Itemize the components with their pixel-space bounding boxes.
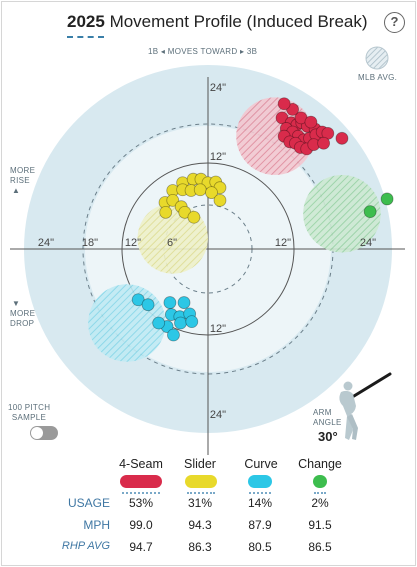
legend-swatch-change[interactable] <box>313 475 327 488</box>
direction-label: 1B ◂ MOVES TOWARD ▸ 3B <box>148 47 257 56</box>
toggle-knob[interactable] <box>31 427 43 439</box>
ring-tick-label: 12" <box>275 237 291 249</box>
down-arrow-icon: ▼ <box>12 299 21 308</box>
pitch-point-curve[interactable] <box>163 296 177 309</box>
pitch-point-change[interactable] <box>363 205 377 219</box>
usage-curve: 14% <box>247 496 273 510</box>
more-rise-line1: MORE <box>10 166 36 175</box>
mlb-avg-label: MLB AVG. <box>358 73 398 82</box>
legend-underline-change <box>314 492 326 494</box>
arm-angle-label: ARM ANGLE <box>313 408 342 428</box>
more-drop-line1: MORE <box>10 309 36 318</box>
title-year[interactable]: 2025 <box>67 12 105 31</box>
mph-change: 91.5 <box>308 518 332 532</box>
more-rise-line2: RISE <box>10 176 30 185</box>
mph-curve: 87.9 <box>248 518 272 532</box>
legend-underline-4seam <box>122 492 160 494</box>
ring-tick-label: 18" <box>82 237 98 249</box>
pitch-point-slider[interactable] <box>193 183 207 197</box>
more-drop-line2: DROP <box>10 319 35 328</box>
usage-slider: 31% <box>187 496 213 510</box>
ring-tick-label: 24" <box>210 409 226 421</box>
arrow-left-icon: ◂ <box>160 47 166 56</box>
pitch-point-slider[interactable] <box>166 193 180 207</box>
mlb-avg-icon <box>365 46 389 70</box>
pitch-point-4seam[interactable] <box>304 115 318 129</box>
ring-tick-label: 24" <box>360 237 376 249</box>
help-icon[interactable]: ? <box>384 12 405 33</box>
ring-tick-label: 12" <box>210 151 226 163</box>
title-text: Movement Profile (Induced Break) <box>109 12 368 31</box>
pitch-point-curve[interactable] <box>131 293 145 307</box>
ring-tick-label: 24" <box>210 82 226 94</box>
rhp-avg-4seam: 94.7 <box>129 540 153 554</box>
legend-name-slider[interactable]: Slider <box>184 457 216 471</box>
arm-angle-value: 30° <box>318 429 338 444</box>
rhp-avg-change: 86.5 <box>308 540 332 554</box>
pitch-point-4seam[interactable] <box>286 103 300 116</box>
direction-left: 1B <box>148 47 159 56</box>
sample-toggle[interactable] <box>30 426 58 440</box>
pitch-point-curve[interactable] <box>152 316 166 330</box>
sample-line2: SAMPLE <box>11 413 47 422</box>
legend-name-curve[interactable]: Curve <box>244 457 278 471</box>
arm-angle-line1: ARM <box>313 408 332 417</box>
pitch-point-slider[interactable] <box>213 193 227 207</box>
legend-name-change[interactable]: Change <box>298 457 342 471</box>
ring-tick-label: 12" <box>210 323 226 335</box>
more-rise-label: MORE RISE ▲ <box>10 166 35 196</box>
mph-slider: 94.3 <box>188 518 212 532</box>
pitch-point-4seam[interactable] <box>317 136 331 150</box>
rhp-avg-slider: 86.3 <box>188 540 212 554</box>
arrow-right-icon: ▸ <box>240 47 245 56</box>
year-dropdown-underline <box>67 36 104 38</box>
pitch-point-slider[interactable] <box>187 210 201 224</box>
pitch-point-4seam[interactable] <box>277 97 291 111</box>
pitch-point-curve[interactable] <box>141 298 155 312</box>
legend-swatch-4seam[interactable] <box>120 475 162 488</box>
mph-label: MPH <box>83 518 110 532</box>
sample-line1: 100 PITCH <box>8 403 51 412</box>
pitch-point-change[interactable] <box>380 192 394 206</box>
mph-4seam: 99.0 <box>129 518 153 532</box>
rhp-avg-label: RHP AVG <box>61 540 110 552</box>
page-title: 2025 Movement Profile (Induced Break) <box>67 12 368 32</box>
pitch-point-slider[interactable] <box>159 205 173 219</box>
direction-text: MOVES TOWARD <box>167 47 238 56</box>
legend-swatch-slider[interactable] <box>185 475 217 488</box>
ring-tick-label: 12" <box>125 237 141 249</box>
arm-angle-line2: ANGLE <box>313 418 342 427</box>
ring-tick-label: 6" <box>167 237 177 249</box>
legend-underline-slider <box>187 492 215 494</box>
legend-underline-curve <box>249 492 271 494</box>
pitch-point-curve[interactable] <box>174 316 187 330</box>
ring-tick-label: 24" <box>38 237 54 249</box>
pitch-point-curve[interactable] <box>167 328 180 342</box>
mlb-avg-zone-4seam <box>236 97 314 175</box>
more-drop-label: ▼ MORE DROP <box>10 299 35 329</box>
pitch-point-slider[interactable] <box>205 186 218 200</box>
rhp-avg-curve: 80.5 <box>248 540 272 554</box>
legend-name-4seam[interactable]: 4-Seam <box>119 457 163 471</box>
up-arrow-icon: ▲ <box>12 186 21 195</box>
direction-right: 3B <box>246 47 258 56</box>
pitch-point-4seam[interactable] <box>335 131 349 145</box>
usage-change: 2% <box>311 496 329 510</box>
legend-swatch-curve[interactable] <box>248 475 272 488</box>
usage-label: USAGE <box>67 496 110 510</box>
mlb-avg-zone-change <box>303 174 381 253</box>
pitcher-figure-icon <box>339 372 392 440</box>
pitch-point-curve[interactable] <box>177 296 191 309</box>
pitch-point-curve[interactable] <box>185 315 199 329</box>
usage-4seam: 53% <box>128 496 154 510</box>
sample-toggle-label: 100 PITCH SAMPLE <box>8 403 50 423</box>
